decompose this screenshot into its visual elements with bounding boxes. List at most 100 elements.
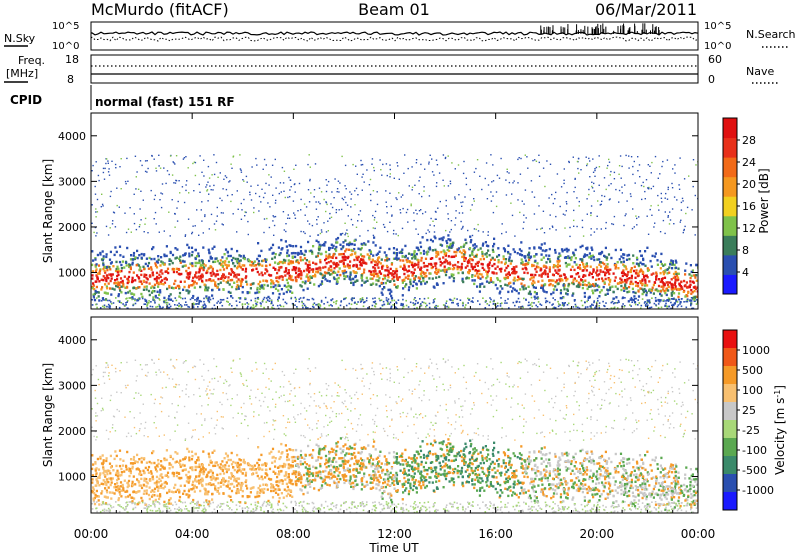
range-cell [271, 280, 274, 283]
range-cell [671, 494, 674, 497]
range-cell [331, 298, 334, 300]
range-cell [252, 282, 255, 285]
range-cell [178, 495, 182, 499]
range-cell [471, 267, 474, 271]
range-cell [445, 252, 448, 255]
range-cell [185, 189, 187, 192]
range-cell [412, 459, 415, 463]
range-cell [272, 194, 274, 196]
range-cell [126, 299, 129, 302]
range-cell [413, 250, 416, 253]
range-cell [353, 258, 356, 262]
range-cell [622, 303, 624, 305]
range-cell [174, 286, 177, 289]
range-cell [674, 270, 677, 274]
range-cell [676, 301, 679, 303]
range-cell [409, 278, 412, 281]
range-cell [597, 277, 600, 281]
range-cell [533, 295, 536, 298]
range-cell [261, 286, 264, 289]
range-cell [141, 164, 143, 167]
range-cell [566, 250, 569, 253]
range-cell [251, 282, 254, 286]
range-cell [692, 185, 694, 188]
range-cell [657, 303, 660, 305]
range-cell [683, 483, 686, 487]
range-cell [154, 302, 156, 304]
range-cell [174, 297, 177, 299]
range-cell [586, 163, 589, 165]
range-cell [563, 182, 565, 185]
range-cell [641, 278, 644, 281]
range-cell [304, 262, 307, 265]
range-cell [548, 258, 551, 261]
range-cell [393, 229, 395, 232]
range-cell [642, 263, 645, 266]
range-cell [562, 296, 565, 299]
range-cell [459, 299, 462, 301]
range-cell [469, 240, 472, 244]
range-cell [424, 211, 427, 213]
range-cell [435, 254, 438, 258]
range-cell [620, 261, 623, 264]
range-cell [275, 187, 277, 189]
range-cell [482, 257, 485, 261]
range-cell [145, 299, 148, 302]
range-cell [686, 298, 689, 300]
range-cell [360, 300, 363, 302]
range-cell [400, 250, 403, 253]
range-cell [201, 275, 204, 279]
range-cell [310, 192, 312, 194]
range-cell [537, 266, 540, 269]
range-cell [445, 199, 447, 202]
range-cell [249, 283, 252, 286]
range-cell [126, 307, 129, 309]
range-cell [266, 488, 269, 491]
range-cell [152, 296, 155, 299]
range-cell [579, 258, 582, 261]
range-cell [353, 271, 356, 274]
range-cell [592, 269, 595, 272]
range-cell [97, 174, 100, 177]
range-cell [395, 285, 398, 289]
range-cell [340, 247, 343, 251]
range-cell [601, 261, 604, 265]
range-cell [540, 253, 543, 256]
range-cell [105, 162, 107, 165]
range-cell [156, 275, 159, 279]
range-cell [411, 166, 413, 168]
range-cell [604, 497, 607, 500]
range-cell [237, 477, 241, 480]
range-cell [257, 263, 260, 266]
range-cell [392, 270, 395, 273]
range-cell [572, 278, 575, 281]
range-cell [169, 293, 172, 296]
range-cell [433, 262, 436, 265]
range-cell [450, 299, 452, 301]
range-cell [528, 462, 531, 466]
range-cell [495, 272, 498, 275]
range-cell [560, 307, 563, 309]
range-cell [94, 226, 97, 229]
range-cell [307, 276, 310, 279]
range-cell [447, 267, 450, 270]
range-cell [334, 271, 337, 274]
range-cell [270, 176, 272, 178]
range-cell [592, 255, 595, 259]
range-cell [471, 274, 474, 277]
range-cell [132, 455, 136, 459]
range-cell [202, 472, 205, 476]
range-cell [399, 259, 402, 262]
range-cell [510, 463, 513, 467]
range-cell [434, 298, 436, 300]
range-cell [309, 235, 311, 237]
range-cell [683, 229, 685, 232]
range-cell [235, 286, 238, 289]
range-cell [531, 263, 534, 267]
range-cell [598, 499, 601, 502]
range-cell [372, 241, 375, 244]
power-y-title: Slant Range [km] [41, 159, 55, 263]
range-cell [535, 474, 538, 477]
range-cell [415, 209, 417, 211]
range-cell [588, 157, 590, 160]
